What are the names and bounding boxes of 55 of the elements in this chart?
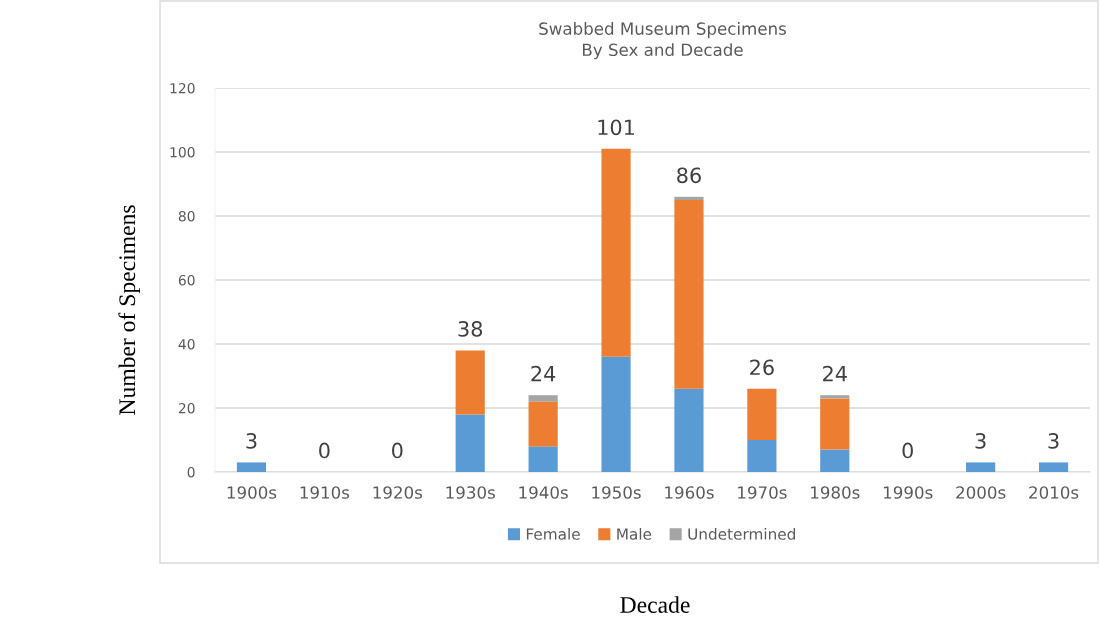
legend-label: Male [617, 527, 652, 540]
total-label: 0 [902, 442, 913, 459]
bar [601, 356, 631, 472]
bar [528, 446, 558, 472]
y-axis-title: Number of Specimens [118, 205, 140, 415]
y-tick-label: 60 [178, 274, 195, 286]
bar [747, 440, 777, 472]
x-tick-label: 1980s [811, 486, 860, 499]
bar [674, 196, 704, 200]
bar [601, 148, 631, 357]
y-tick-label: 20 [178, 402, 195, 414]
total-label: 26 [750, 359, 774, 376]
x-axis-title: Decade [620, 596, 690, 613]
x-tick-label: 1920s [373, 486, 423, 499]
x-tick-label: 1940s [519, 486, 568, 499]
y-tick-label: 80 [178, 210, 195, 222]
total-label: 101 [598, 119, 634, 136]
total-label: 0 [319, 442, 330, 459]
total-label: 38 [458, 321, 483, 337]
bar [455, 350, 485, 415]
y-tick-label: 120 [170, 82, 195, 94]
x-tick-label: 1910s [300, 486, 350, 499]
total-label: 3 [246, 433, 257, 449]
bar [455, 414, 485, 472]
x-tick-label: 1990s [883, 486, 933, 499]
y-tick-label: 40 [178, 338, 195, 350]
bar [674, 200, 704, 389]
bar [236, 462, 267, 472]
bar [820, 395, 850, 399]
bar [966, 462, 996, 472]
x-tick-label: 1900s [227, 486, 277, 499]
x-tick-label: 2010s [1029, 486, 1079, 499]
total-label: 3 [975, 433, 986, 449]
y-tick-label: 0 [187, 466, 195, 478]
bar [820, 398, 850, 450]
total-label: 86 [677, 167, 701, 184]
x-tick-label: 1950s [592, 486, 641, 499]
x-tick-label: 1960s [665, 486, 714, 499]
bar [820, 449, 850, 472]
x-tick-label: 1970s [738, 486, 787, 499]
total-label: 3 [1048, 433, 1059, 449]
y-tick-label: 100 [170, 146, 195, 158]
bar [528, 401, 558, 447]
legend-label: Undetermined [688, 527, 795, 540]
total-label: 24 [823, 365, 847, 382]
x-tick-label: 2000s [956, 486, 1006, 499]
bar [1038, 462, 1069, 472]
bar [674, 388, 704, 472]
x-tick-label: 1930s [446, 486, 495, 499]
bar [747, 388, 777, 440]
chart-title: Swabbed Museum Specimens By Sex and Decade [539, 22, 786, 60]
total-label: 24 [531, 365, 556, 382]
bar [528, 395, 558, 402]
total-label: 0 [392, 442, 403, 459]
legend-label: Female [526, 527, 580, 540]
